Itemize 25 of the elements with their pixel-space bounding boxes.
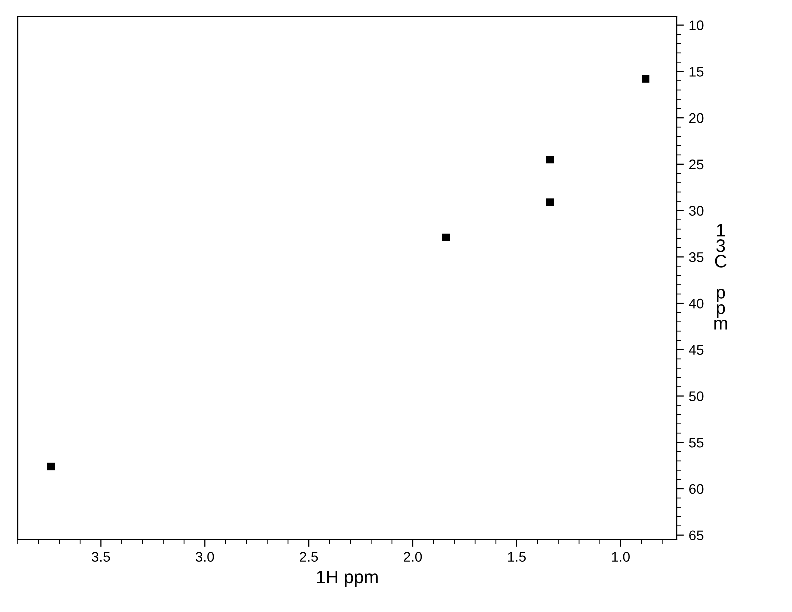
x-tick-label: 1.0 <box>612 552 630 562</box>
y-tick-label: 30 <box>689 206 704 216</box>
y-tick-label: 15 <box>690 67 704 77</box>
y-tick-label: 65 <box>690 530 704 541</box>
point <box>642 75 650 83</box>
x-tick-label: 3.5 <box>92 552 110 562</box>
point <box>546 198 554 206</box>
y-tick-label: 40 <box>689 298 704 309</box>
y-tick-label: 35 <box>689 252 704 262</box>
x-tick-label: 2.0 <box>404 552 422 562</box>
y-tick-label: 20 <box>690 113 704 124</box>
y-tick-label: 45 <box>689 345 704 356</box>
point <box>442 234 450 242</box>
x-tick-label: 1.5 <box>508 552 526 562</box>
y-tick-label: 55 <box>689 438 704 448</box>
x-tick-label: 2.5 <box>300 552 318 562</box>
x-tick-label: 3.0 <box>196 552 214 562</box>
y-tick-label: 60 <box>690 484 704 494</box>
y-tick-label: 50 <box>689 392 704 402</box>
y-tick-label: 25 <box>690 160 704 170</box>
point <box>47 462 56 471</box>
y-axis-title: 13C ppm <box>714 224 728 330</box>
x-axis-title: 1H ppm <box>317 570 378 588</box>
point <box>546 156 554 164</box>
y-tick-label: 10 <box>690 20 704 31</box>
